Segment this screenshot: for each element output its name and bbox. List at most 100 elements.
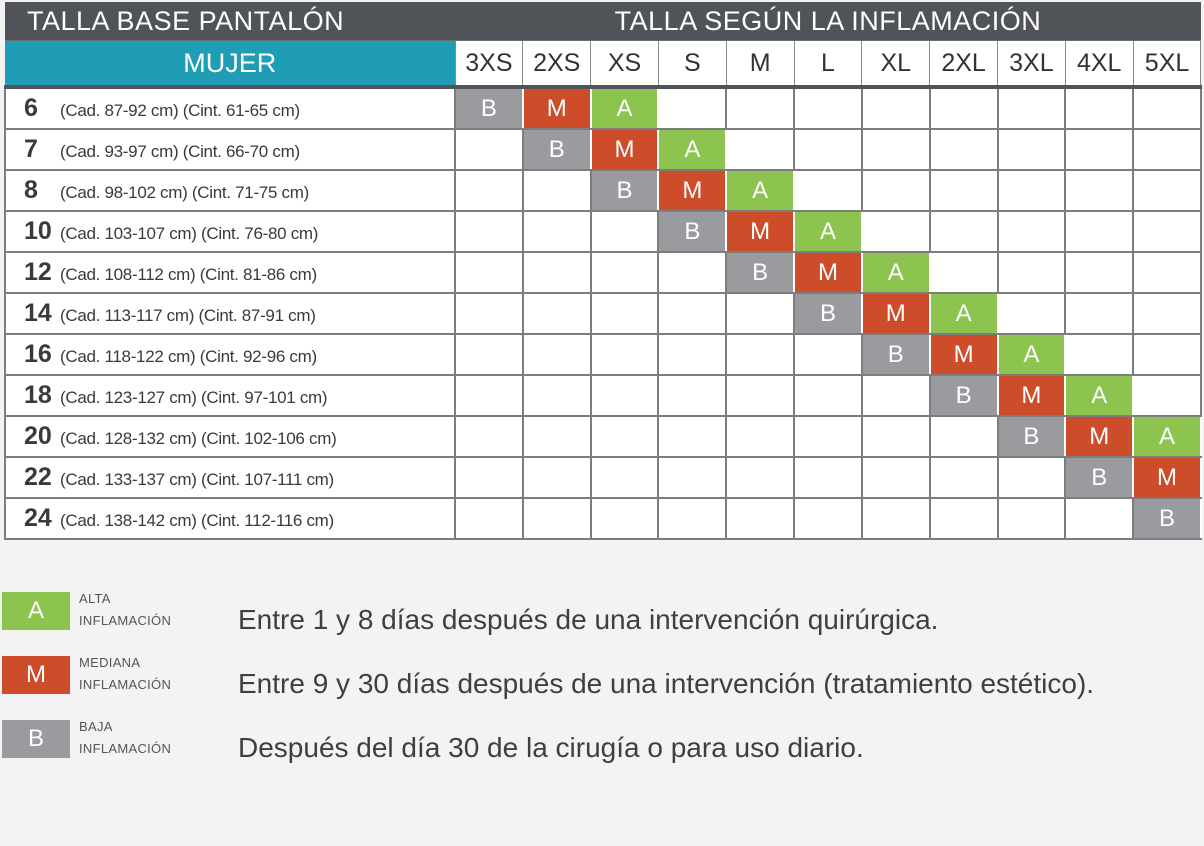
- empty-cell: [794, 416, 863, 458]
- size-header-5xl: 5XL: [1132, 40, 1202, 89]
- table-row: 24 (Cad. 138-142 cm) (Cint. 112-116 cm) B: [4, 498, 1202, 540]
- table-row: 18 (Cad. 123-127 cm) (Cint. 97-101 cm) B M A: [4, 375, 1202, 417]
- base-size-cell: 22 (Cad. 133-137 cm) (Cint. 107-111 cm): [4, 457, 456, 499]
- empty-cell: [726, 498, 796, 540]
- table-row: 16 (Cad. 118-122 cm) (Cint. 92-96 cm) B M A: [4, 334, 1202, 376]
- inflammation-cell-a: A: [997, 334, 1067, 376]
- base-size-measurements: (Cad. 133-137 cm) (Cint. 107-111 cm): [60, 470, 334, 489]
- empty-cell: [590, 293, 660, 335]
- base-size-number: 6: [24, 94, 38, 122]
- inflammation-cell-a: A: [794, 211, 863, 253]
- inflammation-cell-a: A: [861, 252, 931, 294]
- empty-cell: [997, 498, 1067, 540]
- empty-cell: [455, 334, 524, 376]
- inflammation-cell-a: A: [929, 293, 999, 335]
- inflammation-cell-a: A: [1065, 375, 1135, 417]
- empty-cell: [997, 293, 1067, 335]
- empty-cell: [794, 498, 863, 540]
- empty-cell: [726, 129, 796, 171]
- empty-cell: [522, 498, 592, 540]
- inflammation-cell-m: M: [997, 375, 1067, 417]
- empty-cell: [929, 457, 999, 499]
- base-size-cell: 18 (Cad. 123-127 cm) (Cint. 97-101 cm): [4, 375, 456, 417]
- empty-cell: [590, 252, 660, 294]
- empty-cell: [794, 87, 863, 130]
- empty-cell: [522, 211, 592, 253]
- empty-cell: [997, 252, 1067, 294]
- empty-cell: [455, 416, 524, 458]
- empty-cell: [726, 457, 796, 499]
- empty-cell: [1065, 334, 1135, 376]
- inflammation-cell-m: M: [1065, 416, 1135, 458]
- base-size-measurements: (Cad. 113-117 cm) (Cint. 87-91 cm): [60, 306, 316, 325]
- empty-cell: [861, 375, 931, 417]
- base-size-measurements: (Cad. 128-132 cm) (Cint. 102-106 cm): [60, 429, 337, 448]
- empty-cell: [726, 87, 796, 130]
- base-size-number: 22: [24, 463, 52, 491]
- inflammation-cell-b: B: [1065, 457, 1135, 499]
- empty-cell: [794, 334, 863, 376]
- empty-cell: [455, 457, 524, 499]
- base-size-number: 10: [24, 217, 52, 245]
- empty-cell: [997, 211, 1067, 253]
- empty-cell: [658, 334, 728, 376]
- base-size-cell: 16 (Cad. 118-122 cm) (Cint. 92-96 cm): [4, 334, 456, 376]
- base-size-title: TALLA BASE PANTALÓN: [5, 2, 455, 41]
- size-header-m: M: [725, 40, 795, 89]
- empty-cell: [861, 457, 931, 499]
- empty-cell: [1065, 498, 1135, 540]
- inflammation-cell-m: M: [658, 170, 728, 212]
- inflammation-cell-m: M: [794, 252, 863, 294]
- empty-cell: [1133, 334, 1202, 376]
- empty-cell: [726, 334, 796, 376]
- inflammation-cell-b: B: [658, 211, 728, 253]
- base-size-number: 20: [24, 422, 52, 450]
- empty-cell: [590, 334, 660, 376]
- empty-cell: [658, 293, 728, 335]
- empty-cell: [658, 498, 728, 540]
- empty-cell: [658, 457, 728, 499]
- empty-cell: [997, 170, 1067, 212]
- empty-cell: [1133, 87, 1202, 130]
- base-size-measurements: (Cad. 103-107 cm) (Cint. 76-80 cm): [60, 224, 319, 243]
- table-row: 22 (Cad. 133-137 cm) (Cint. 107-111 cm) B M: [4, 457, 1202, 499]
- empty-cell: [522, 334, 592, 376]
- legend-description: Entre 9 y 30 días después de una interve…: [238, 668, 1095, 699]
- inflammation-cell-a: A: [658, 129, 728, 171]
- empty-cell: [590, 416, 660, 458]
- empty-cell: [590, 498, 660, 540]
- legend-level: ALTA: [79, 591, 111, 606]
- empty-cell: [522, 375, 592, 417]
- size-header-row: MUJER 3XS 2XS XS S M L XL 2XL 3XL 4XL 5XL: [5, 40, 1202, 89]
- base-size-measurements: (Cad. 138-142 cm) (Cint. 112-116 cm): [60, 511, 334, 530]
- empty-cell: [1133, 293, 1202, 335]
- inflammation-cell-a: A: [590, 87, 660, 130]
- base-size-number: 18: [24, 381, 52, 409]
- inflammation-cell-m: M: [590, 129, 660, 171]
- empty-cell: [1065, 87, 1135, 130]
- size-rows: 6 (Cad. 87-92 cm) (Cint. 61-65 cm) B M A 7 (Ca…: [4, 87, 1202, 540]
- empty-cell: [522, 170, 592, 212]
- legend-level-word: INFLAMACIÓN: [79, 677, 172, 692]
- table-row: 7 (Cad. 93-97 cm) (Cint. 66-70 cm) B M A: [4, 129, 1202, 171]
- title-row: TALLA BASE PANTALÓN TALLA SEGÚN LA INFLA…: [5, 2, 1201, 41]
- empty-cell: [455, 293, 524, 335]
- empty-cell: [522, 252, 592, 294]
- size-header-xl: XL: [861, 40, 931, 89]
- inflammation-cell-b: B: [1133, 498, 1202, 540]
- empty-cell: [794, 170, 863, 212]
- empty-cell: [455, 375, 524, 417]
- base-size-cell: 14 (Cad. 113-117 cm) (Cint. 87-91 cm): [4, 293, 456, 335]
- inflammation-cell-m: M: [1133, 457, 1202, 499]
- empty-cell: [726, 375, 796, 417]
- inflammation-cell-b: B: [522, 129, 592, 171]
- base-size-number: 24: [24, 504, 52, 532]
- empty-cell: [455, 170, 524, 212]
- size-header-2xl: 2XL: [929, 40, 998, 89]
- empty-cell: [997, 129, 1067, 171]
- legend-description: Después del día 30 de la cirugía o para …: [238, 732, 864, 763]
- empty-cell: [929, 170, 999, 212]
- empty-cell: [658, 87, 728, 130]
- legend-item-m: M MEDIANA INFLAMACIÓN Entre 9 y 30 días des…: [2, 654, 1202, 714]
- base-size-cell: 20 (Cad. 128-132 cm) (Cint. 102-106 cm): [4, 416, 456, 458]
